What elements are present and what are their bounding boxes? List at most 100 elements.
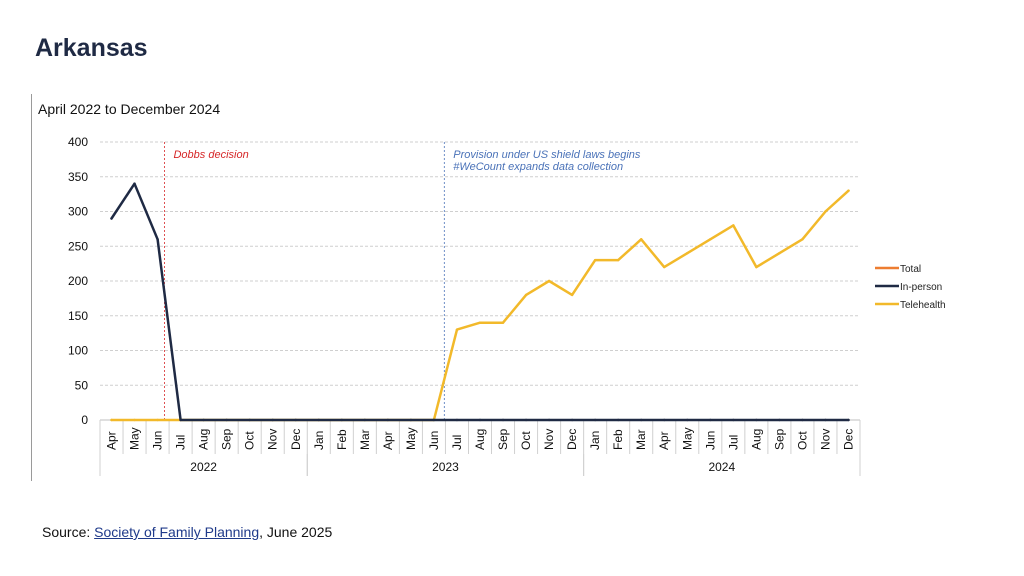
x-tick-label-month: Oct (795, 431, 809, 450)
data-point-in-person (686, 418, 689, 422)
x-tick-label-month: Jul (726, 435, 740, 450)
data-point-in-person (340, 418, 344, 422)
x-tick-label-month: Jun (151, 431, 165, 450)
x-tick-label-month: Nov (818, 429, 832, 450)
y-tick-label: 400 (68, 135, 88, 149)
data-point-in-person (386, 418, 390, 422)
data-point-telehealth (547, 279, 551, 283)
series-line-in-person (110, 182, 850, 422)
y-tick-label: 300 (68, 205, 88, 219)
data-point-in-person (133, 182, 136, 185)
x-tick-label-month: Jun (703, 431, 717, 450)
data-point-telehealth (570, 293, 574, 297)
page-title: Arkansas (35, 34, 148, 62)
x-tick-label-month: May (128, 427, 142, 450)
chart-frame-border (31, 94, 32, 481)
data-point-in-person (524, 418, 528, 422)
y-tick-label: 250 (68, 239, 88, 253)
x-tick-label-month: Jul (174, 435, 188, 450)
data-point-telehealth (732, 224, 735, 227)
x-tick-label-month: Sep (496, 428, 510, 450)
data-point-telehealth (847, 189, 850, 192)
x-tick-label-month: Nov (542, 429, 556, 450)
data-point-in-person (432, 418, 436, 422)
data-point-in-person (847, 418, 850, 422)
annotation-text: Provision under US shield laws begins (453, 149, 641, 161)
data-point-in-person (616, 418, 620, 422)
data-point-in-person (778, 418, 781, 422)
x-tick-label-month: Jan (588, 431, 602, 450)
data-point-in-person (110, 217, 113, 220)
x-tick-label-month: Feb (611, 429, 625, 450)
data-point-telehealth (616, 258, 620, 262)
data-point-in-person (271, 418, 274, 422)
data-point-in-person (225, 418, 228, 422)
data-point-in-person (179, 418, 182, 422)
data-point-in-person (317, 418, 320, 422)
legend-label: Total (900, 264, 921, 275)
data-point-in-person (824, 418, 827, 422)
x-tick-label-month: Feb (335, 429, 349, 450)
x-tick-label-year: 2023 (432, 460, 459, 474)
data-point-telehealth (501, 321, 505, 324)
data-point-telehealth (824, 210, 827, 213)
x-tick-label-month: May (404, 427, 418, 450)
source-prefix: Source: (42, 524, 95, 540)
x-tick-label-month: Sep (220, 428, 234, 450)
data-point-in-person (202, 418, 205, 422)
data-point-in-person (363, 418, 367, 422)
x-tick-label-month: Mar (358, 429, 372, 450)
x-tick-label-month: Nov (266, 429, 280, 450)
data-point-telehealth (663, 265, 666, 269)
data-point-in-person (409, 418, 413, 422)
data-point-in-person (801, 418, 804, 422)
legend-label: In-person (900, 282, 942, 293)
x-tick-label-month: Jan (312, 431, 326, 450)
chart-subtitle: April 2022 to December 2024 (38, 101, 221, 117)
data-point-telehealth (110, 418, 113, 422)
data-point-telehealth (478, 321, 482, 324)
data-point-in-person (663, 418, 666, 422)
x-tick-label-year: 2022 (190, 460, 217, 474)
data-point-in-person (755, 418, 758, 422)
annotation-text: #WeCount expands data collection (453, 161, 623, 173)
data-point-in-person (732, 418, 735, 422)
x-tick-label-month: Mar (634, 429, 648, 450)
y-tick-label: 100 (68, 344, 88, 358)
data-point-in-person (593, 418, 597, 422)
y-tick-label: 350 (68, 170, 88, 184)
x-tick-label-month: Apr (657, 431, 671, 450)
x-tick-label-month: Oct (243, 431, 257, 450)
x-tick-label-month: Dec (289, 429, 303, 450)
source-note: Source: Society of Family Planning, June… (42, 524, 332, 540)
legend-label: Telehealth (900, 300, 946, 311)
data-point-telehealth (778, 252, 781, 255)
x-tick-label-month: Dec (841, 429, 855, 450)
x-tick-label-month: Apr (105, 431, 119, 450)
data-point-in-person (248, 418, 251, 422)
x-tick-label-month: Oct (519, 431, 533, 450)
data-point-in-person (294, 418, 297, 422)
x-tick-label-month: Jun (427, 431, 441, 450)
data-point-in-person (501, 418, 505, 422)
data-point-in-person (455, 418, 459, 422)
x-tick-label-month: May (680, 427, 694, 450)
data-point-telehealth (709, 238, 712, 241)
data-point-telehealth (640, 238, 643, 241)
x-tick-label-year: 2024 (708, 460, 735, 474)
data-point-telehealth (801, 238, 804, 241)
data-point-in-person (570, 418, 574, 422)
data-point-telehealth (686, 252, 689, 255)
data-point-in-person (640, 418, 643, 422)
data-point-telehealth (156, 418, 159, 422)
source-suffix: , June 2025 (259, 524, 333, 540)
x-tick-label-month: Aug (197, 429, 211, 450)
x-tick-label-month: Aug (749, 429, 763, 450)
x-tick-label-month: Sep (772, 428, 786, 450)
data-point-in-person (478, 418, 482, 422)
x-tick-label-month: Aug (473, 429, 487, 450)
source-link[interactable]: Society of Family Planning (94, 524, 260, 540)
y-tick-label: 0 (81, 413, 88, 427)
data-point-telehealth (755, 265, 758, 269)
